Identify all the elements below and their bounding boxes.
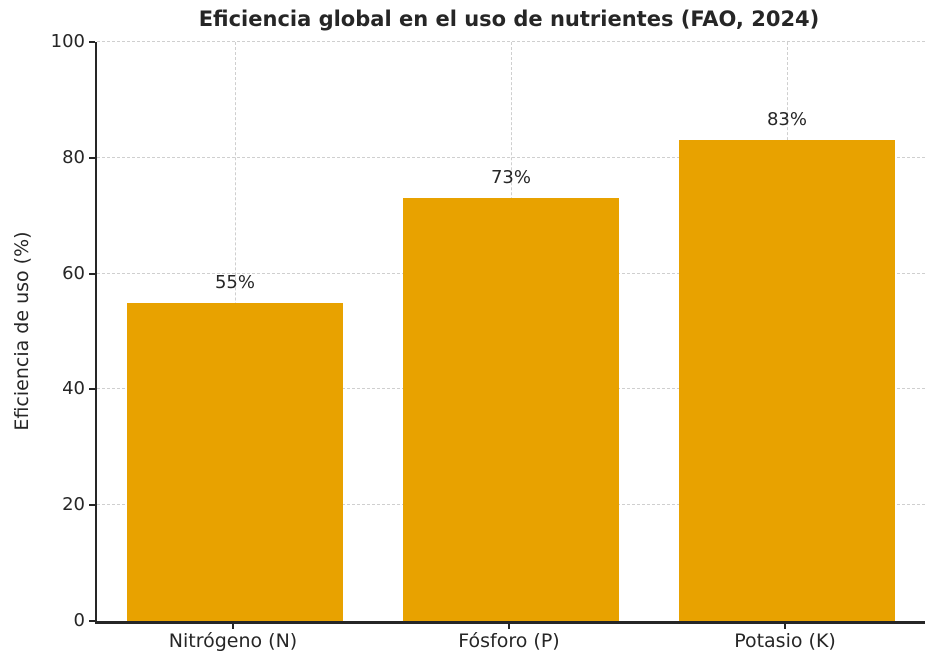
bar-fosforo-p xyxy=(403,198,619,621)
y-tick-mark-0 xyxy=(89,620,95,622)
x-tick-label-potasio-k: Potasio (K) xyxy=(734,630,836,652)
y-tick-mark-100 xyxy=(89,41,95,43)
y-tick-mark-40 xyxy=(89,388,95,391)
y-axis-label: Eficiencia de uso (%) xyxy=(11,231,33,431)
y-tick-label-0: 0 xyxy=(73,610,85,631)
y-tick-label-100: 100 xyxy=(50,31,85,52)
y-tick-label-80: 80 xyxy=(62,146,85,168)
y-tick-mark-80 xyxy=(89,156,95,159)
plot-area: 55% 73% 83% xyxy=(95,41,925,624)
y-tick-label-60: 60 xyxy=(62,262,85,284)
x-tick-mark-fosforo-p xyxy=(508,624,510,629)
bar-value-label-potasio-k: 83% xyxy=(766,109,807,131)
x-tick-label-nitrogeno-n: Nitrógeno (N) xyxy=(168,630,298,652)
bar-value-label-fosforo-p: 73% xyxy=(490,167,531,189)
y-tick-label-40: 40 xyxy=(62,378,85,400)
y-tick-mark-60 xyxy=(89,272,95,275)
y-tick-mark-20 xyxy=(89,504,95,507)
bar-value-label-nitrogeno-n: 55% xyxy=(214,271,255,293)
bar-potasio-k xyxy=(679,140,895,621)
x-tick-mark-potasio-k xyxy=(784,624,786,629)
chart-title: Eficiencia global en el uso de nutriente… xyxy=(198,7,820,31)
x-tick-mark-nitrogeno-n xyxy=(232,624,234,629)
x-tick-label-fosforo-p: Fósforo (P) xyxy=(458,630,560,652)
y-tick-label-20: 20 xyxy=(62,494,85,516)
h-gridline-100 xyxy=(97,41,925,42)
bar-nitrogeno-n xyxy=(127,302,343,621)
